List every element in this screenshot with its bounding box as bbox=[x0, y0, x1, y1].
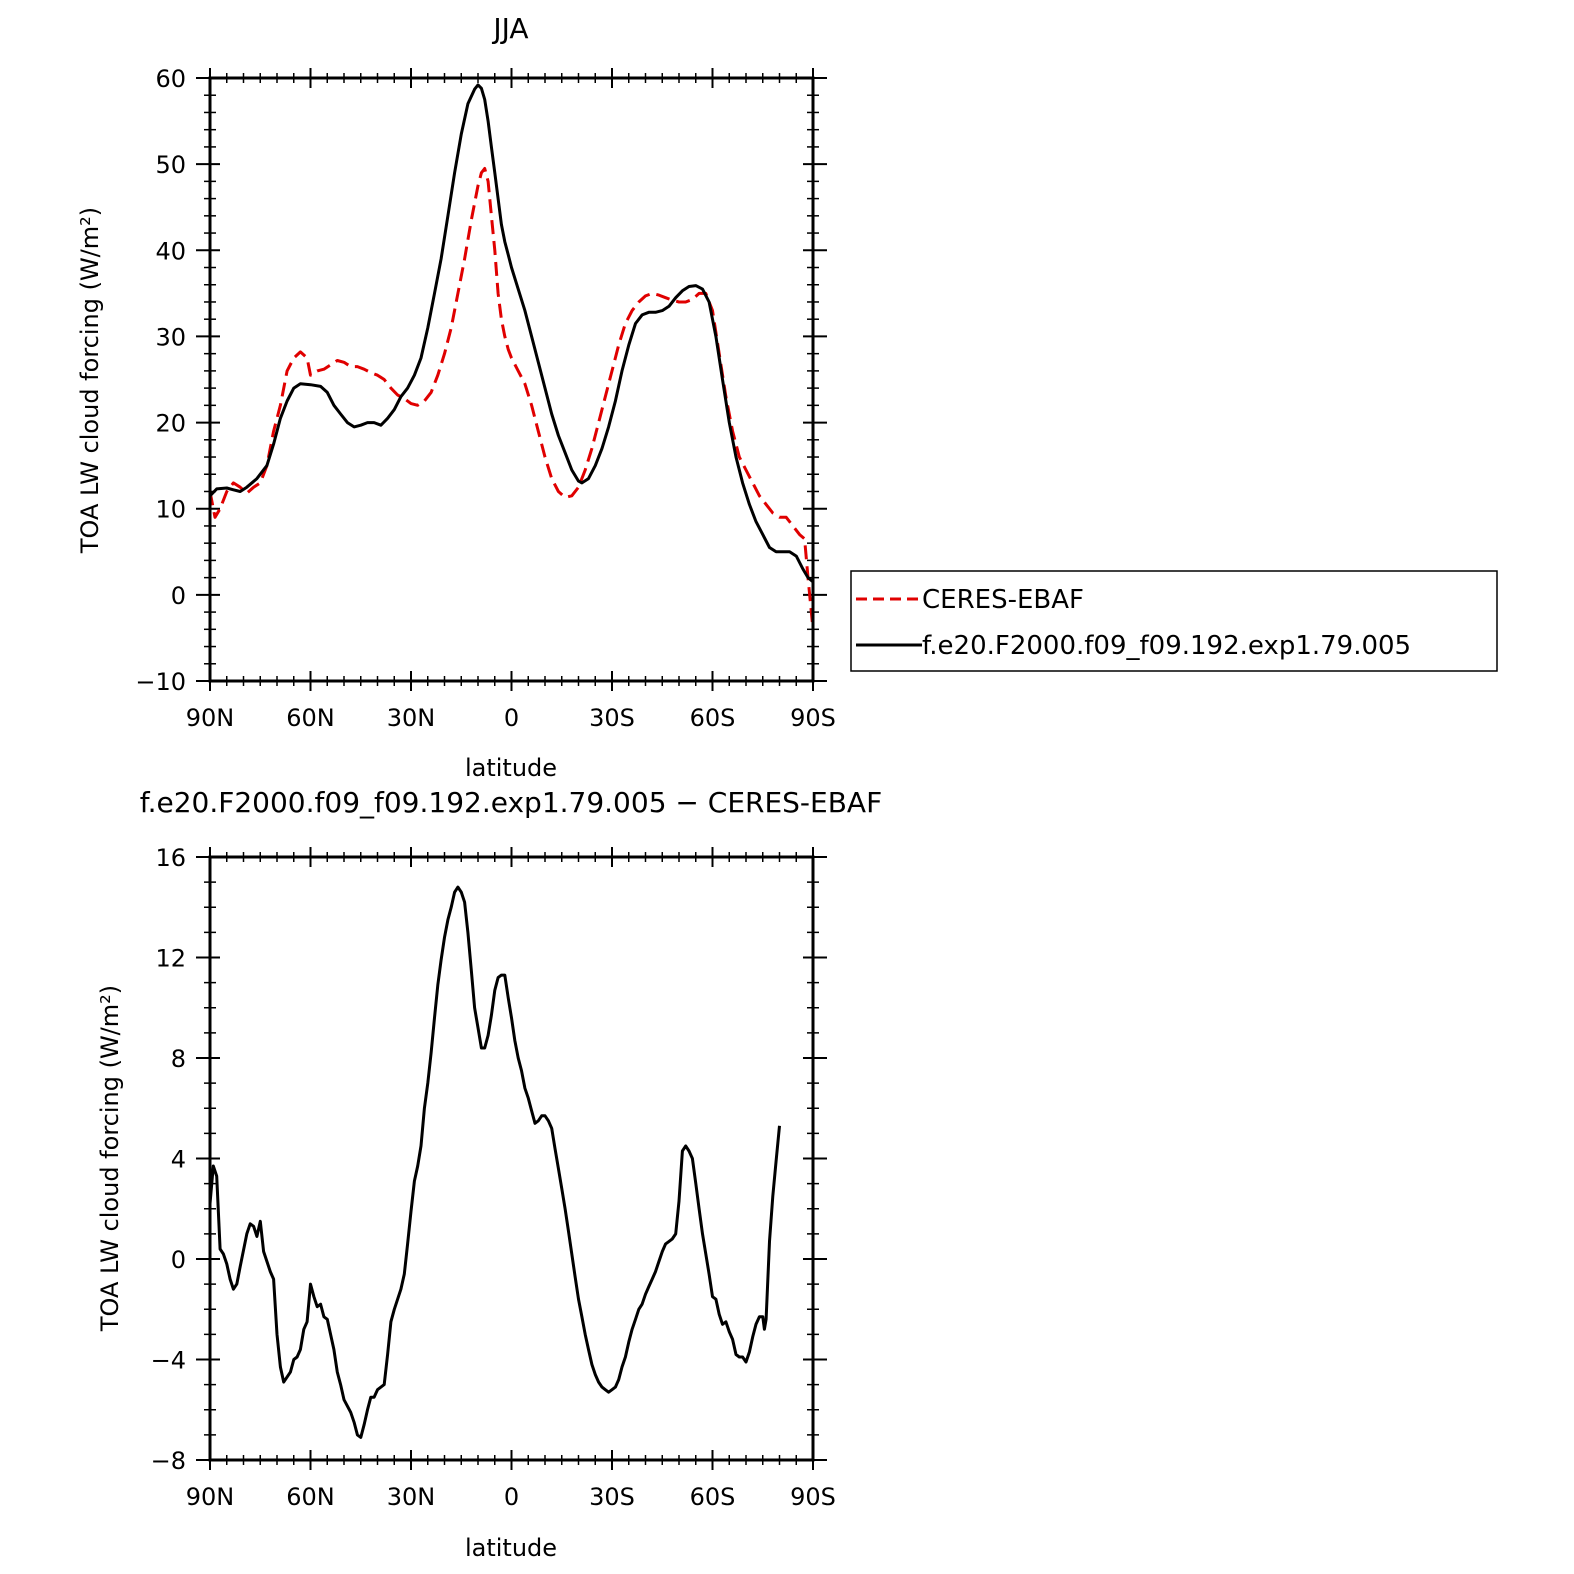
bottom-series bbox=[208, 885, 781, 1439]
x-tick-label: 60S bbox=[690, 1483, 736, 1511]
series-line-1-0 bbox=[208, 885, 781, 1439]
y-tick-label: 16 bbox=[155, 844, 186, 872]
bottom-ticks bbox=[196, 847, 827, 1470]
bottom-plot-frame bbox=[208, 855, 815, 1462]
y-tick-label: 0 bbox=[171, 1246, 186, 1274]
legend-label-ceres: CERES-EBAF bbox=[922, 585, 1084, 615]
top-ylabel: TOA LW cloud forcing (W/m²) bbox=[76, 207, 104, 554]
x-tick-label: 60S bbox=[690, 704, 736, 732]
bottom-panel: f.e20.F2000.f09_f09.192.exp1.79.005 − CE… bbox=[96, 786, 882, 1562]
x-tick-label: 30N bbox=[387, 704, 436, 732]
x-tick-label: 60N bbox=[286, 704, 335, 732]
y-tick-label: 30 bbox=[155, 323, 186, 351]
x-tick-label: 30N bbox=[387, 1483, 436, 1511]
x-tick-label: 90N bbox=[186, 704, 235, 732]
series-line-0-1 bbox=[208, 83, 814, 584]
y-tick-label: 50 bbox=[155, 151, 186, 179]
y-tick-label: 10 bbox=[155, 496, 186, 524]
y-tick-label: 20 bbox=[155, 410, 186, 438]
y-tick-label: 0 bbox=[171, 582, 186, 610]
legend-label-model: f.e20.F2000.f09_f09.192.exp1.79.005 bbox=[922, 631, 1411, 661]
legend: CERES-EBAF f.e20.F2000.f09_f09.192.exp1.… bbox=[850, 570, 1498, 672]
top-tick-labels: 90N 60N 30N 0 30S 60S 90S −10 0 10 20 30 40 50 60 bbox=[135, 65, 836, 732]
x-tick-label: 90S bbox=[790, 704, 836, 732]
x-tick-label: 30S bbox=[589, 1483, 635, 1511]
x-tick-label: 60N bbox=[286, 1483, 335, 1511]
y-tick-label: 60 bbox=[155, 65, 186, 93]
top-plot-frame bbox=[208, 76, 815, 683]
bottom-ylabel: TOA LW cloud forcing (W/m²) bbox=[96, 985, 124, 1332]
bottom-xlabel: latitude bbox=[465, 1534, 557, 1562]
y-tick-label: 40 bbox=[155, 237, 186, 265]
top-xlabel: latitude bbox=[465, 754, 557, 782]
top-panel-title: JJA bbox=[491, 12, 528, 45]
x-tick-label: 30S bbox=[589, 704, 635, 732]
y-tick-label: −4 bbox=[151, 1347, 186, 1375]
legend-box bbox=[850, 570, 1498, 672]
y-tick-label: −8 bbox=[151, 1447, 186, 1475]
x-tick-label: 0 bbox=[504, 1483, 519, 1511]
y-tick-label: 8 bbox=[171, 1045, 186, 1073]
x-tick-label: 90S bbox=[790, 1483, 836, 1511]
y-tick-label: 4 bbox=[171, 1146, 186, 1174]
top-panel: JJA 90N 60N 30N 0 30S 60S 90S−100102030405060 … bbox=[76, 12, 1498, 782]
y-tick-label: 12 bbox=[155, 945, 186, 973]
series-line-0-0 bbox=[208, 167, 815, 630]
x-tick-label: 90N bbox=[186, 1483, 235, 1511]
top-series bbox=[208, 83, 815, 630]
top-ticks bbox=[196, 68, 827, 691]
bottom-panel-title: f.e20.F2000.f09_f09.192.exp1.79.005 − CE… bbox=[140, 786, 882, 819]
y-tick-label: −10 bbox=[135, 668, 186, 696]
bottom-tick-labels: 90N 60N 30N 0 30S 60S 90S −8 −4 0 4 8 12 16 bbox=[151, 844, 836, 1511]
x-tick-label: 0 bbox=[504, 704, 519, 732]
